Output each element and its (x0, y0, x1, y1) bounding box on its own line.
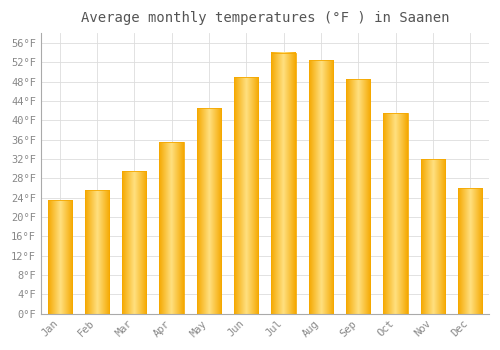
Bar (160, 142, 184, 314)
Bar (384, 113, 407, 314)
Title: Average monthly temperatures (°F ) in Saanen: Average monthly temperatures (°F ) in Sa… (80, 11, 449, 25)
Bar (234, 77, 258, 314)
Bar (346, 79, 370, 314)
Bar (272, 52, 295, 314)
Bar (309, 60, 333, 314)
Bar (48, 200, 72, 314)
Bar (197, 108, 221, 314)
Bar (122, 171, 146, 314)
Bar (458, 188, 482, 314)
Bar (85, 190, 109, 314)
Bar (421, 159, 445, 314)
